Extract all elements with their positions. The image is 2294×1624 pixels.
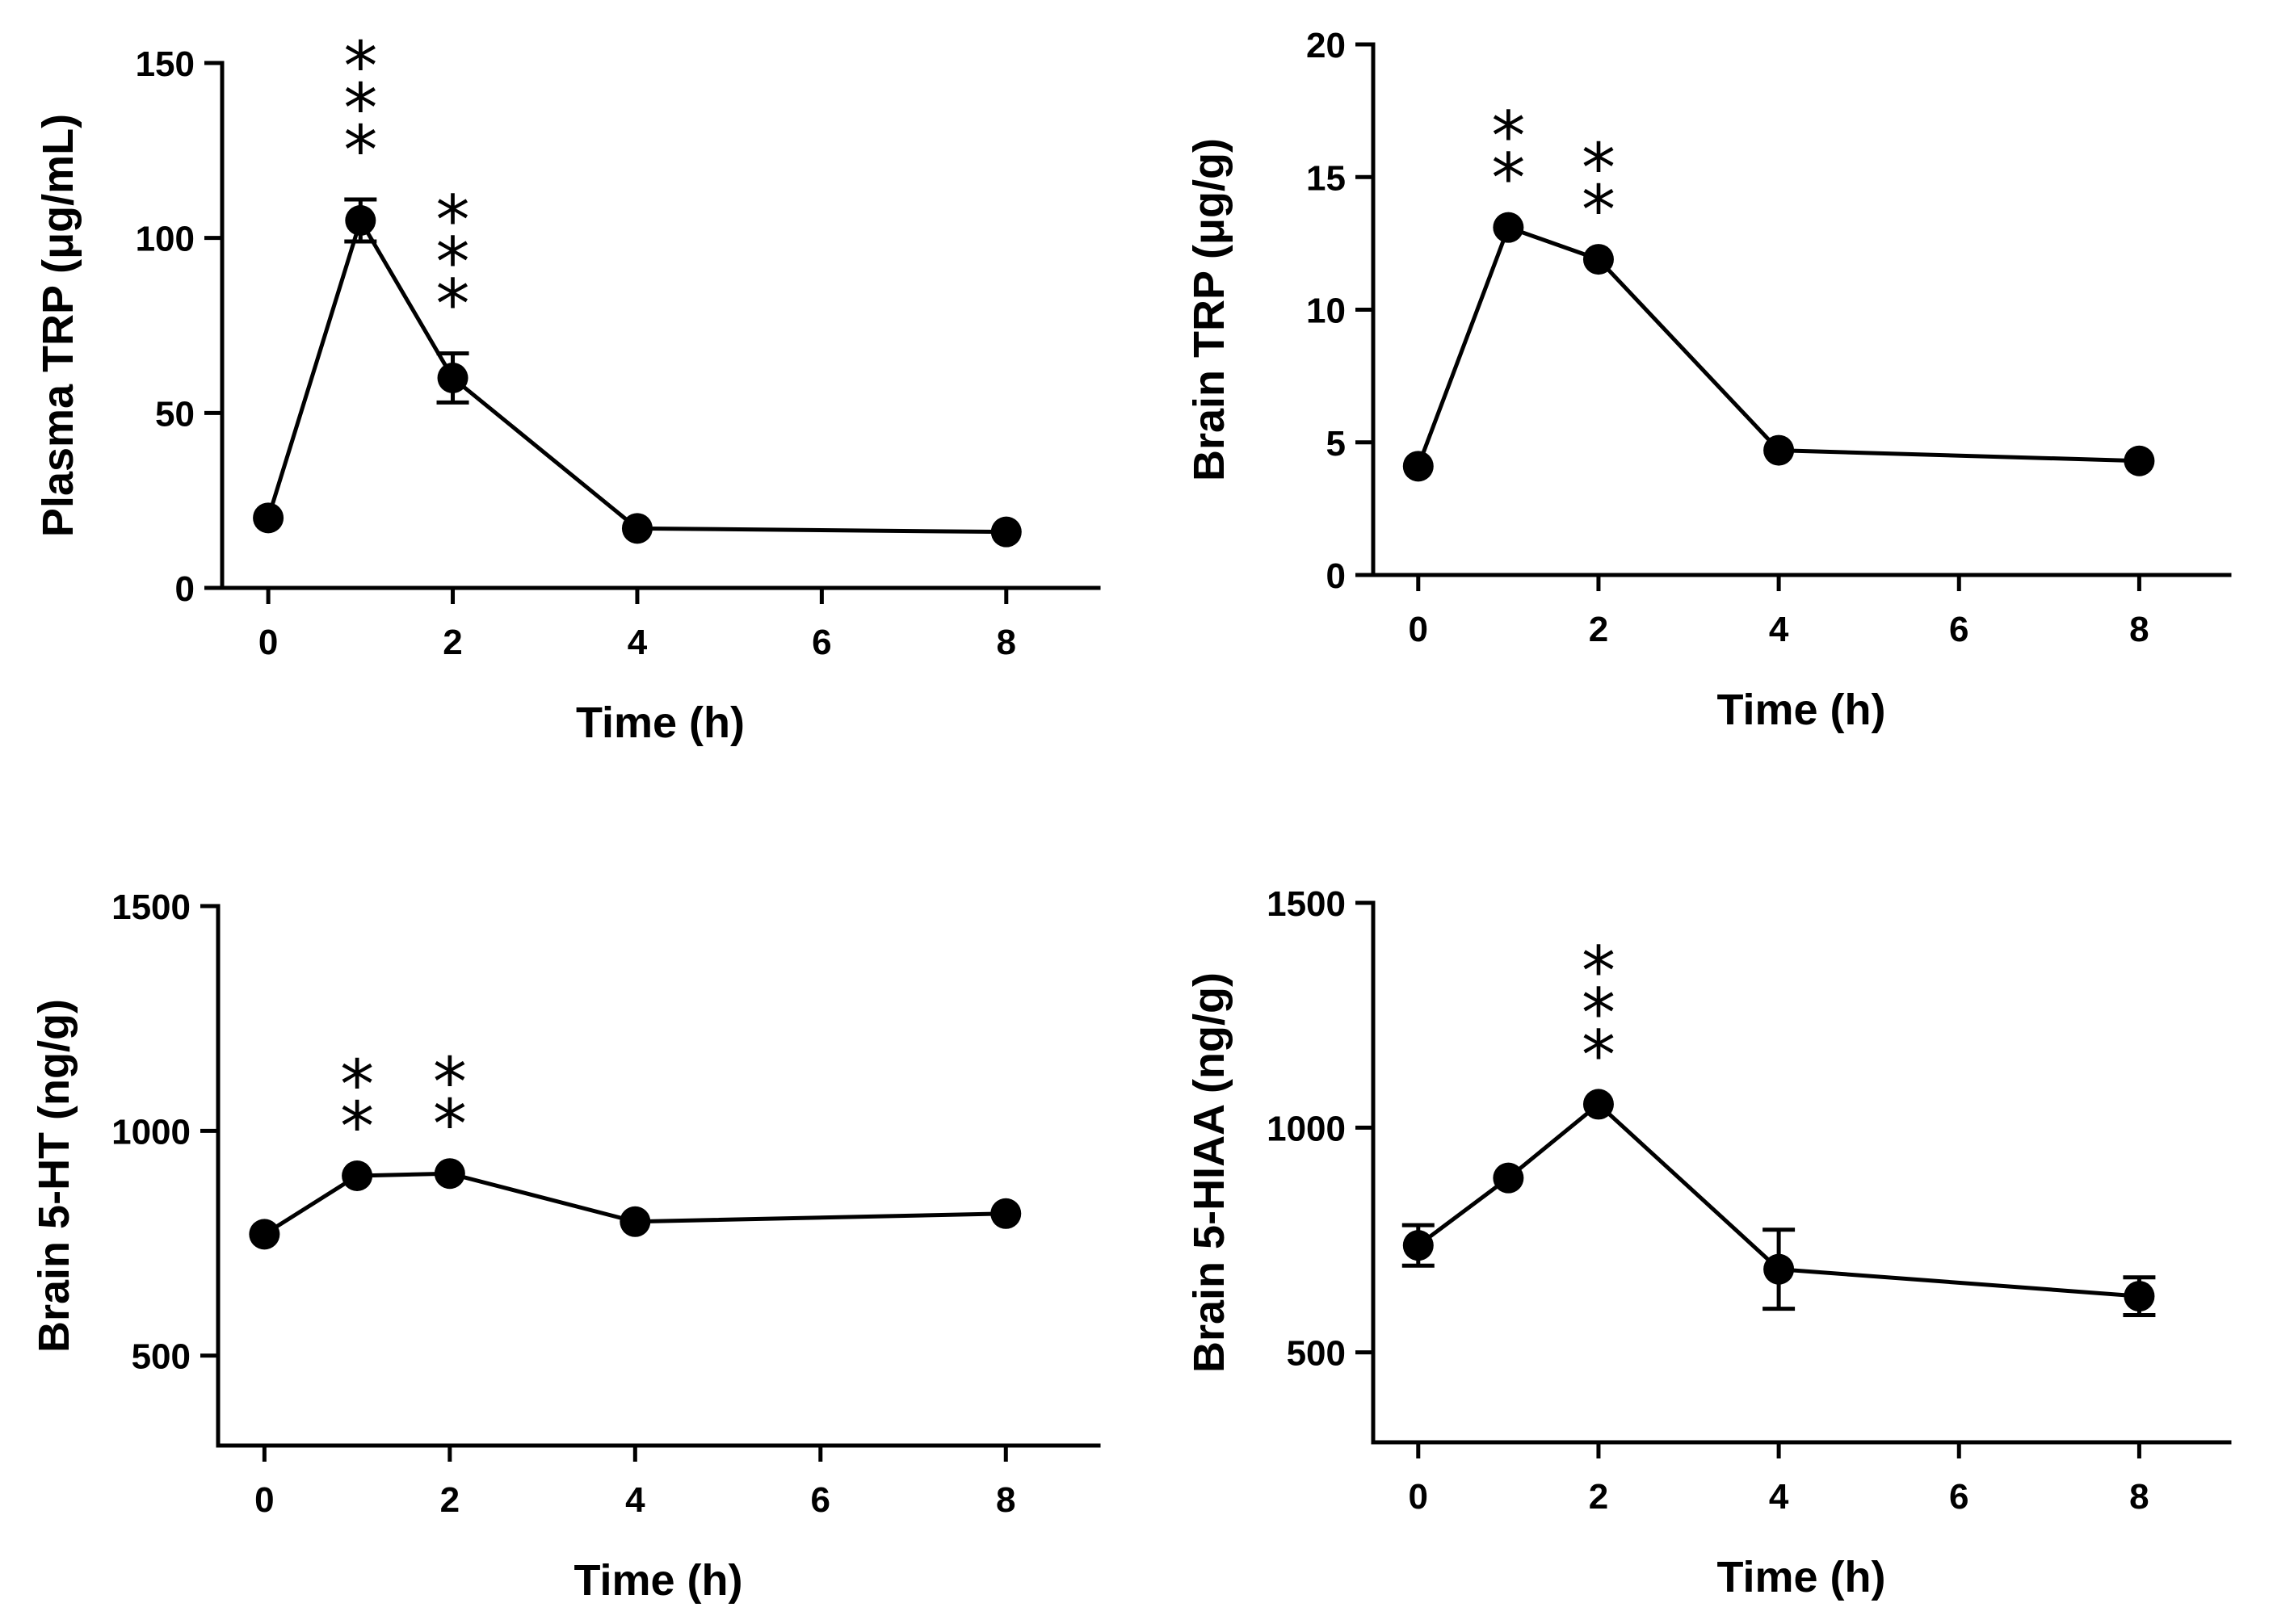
- significance-star: *: [433, 1043, 467, 1122]
- y-tick-label: 500: [132, 1337, 191, 1377]
- data-point: [434, 1158, 465, 1190]
- x-tick-label: 6: [1949, 610, 1968, 649]
- data-point: [342, 1160, 373, 1191]
- significance-marker: **: [340, 1045, 374, 1166]
- x-tick-label: 8: [997, 623, 1016, 662]
- data-point: [1763, 1253, 1795, 1285]
- x-tick-label: 6: [811, 1480, 830, 1520]
- significance-star: *: [436, 181, 470, 260]
- significance-marker: **: [1582, 128, 1615, 250]
- significance-marker: ***: [1582, 931, 1615, 1094]
- x-tick-label: 2: [1589, 1477, 1608, 1517]
- significance-marker: ***: [343, 27, 377, 190]
- data-point: [990, 516, 1022, 548]
- significance-star: *: [343, 69, 377, 148]
- data-point: [1763, 434, 1795, 466]
- x-axis-title: Time (h): [574, 1556, 742, 1605]
- significance-star: *: [1582, 973, 1615, 1052]
- x-tick-label: 2: [1589, 610, 1608, 649]
- x-axis-title: Time (h): [576, 699, 745, 747]
- data-point: [620, 1206, 651, 1237]
- series-line: [1416, 225, 2140, 468]
- data-point: [990, 1198, 1022, 1229]
- significance-marker: **: [433, 1043, 467, 1164]
- y-tick-label: 500: [1287, 1334, 1346, 1374]
- y-axis-title: Brain 5-HT (ng/g): [30, 999, 78, 1353]
- x-axis-title: Time (h): [1716, 1553, 1885, 1601]
- y-tick-label: 1000: [111, 1112, 191, 1152]
- significance-star: *: [343, 27, 377, 106]
- y-tick-label: 1000: [1267, 1109, 1346, 1148]
- x-tick-label: 8: [996, 1480, 1015, 1520]
- y-axis-title: Plasma TRP (μg/mL): [34, 114, 82, 537]
- x-tick-label: 4: [628, 623, 648, 662]
- data-point: [1582, 1089, 1614, 1120]
- x-tick-label: 4: [1769, 610, 1789, 649]
- y-tick-label: 5: [1326, 424, 1346, 464]
- y-tick-label: 100: [136, 220, 195, 259]
- significance-star: *: [1582, 128, 1615, 208]
- data-point: [1493, 212, 1524, 243]
- x-tick-label: 0: [1409, 610, 1428, 649]
- significance-star: *: [436, 223, 470, 302]
- y-tick-label: 0: [1326, 556, 1346, 596]
- data-point: [1582, 244, 1614, 275]
- x-tick-label: 4: [1769, 1477, 1789, 1517]
- y-tick-label: 50: [155, 394, 195, 434]
- significance-star: *: [436, 265, 470, 344]
- panel-plasma-trp: 0 2 4 6 8 0 50 100 150 Time (h) Plasma TRP (μg/mL)…: [34, 27, 1101, 747]
- significance-star: *: [1582, 170, 1615, 250]
- y-tick-label: 10: [1306, 292, 1346, 331]
- panel-brain-5ht: 0 2 4 6 8 500 1000 1500 Time (h) Brain 5-HT (ng/g…: [30, 888, 1101, 1605]
- x-tick-label: 8: [2129, 1477, 2149, 1517]
- data-point: [2124, 445, 2155, 476]
- y-axis-title: Brain 5-HIAA (ng/g): [1185, 972, 1233, 1373]
- data-point: [1402, 1230, 1434, 1261]
- x-tick-label: 6: [812, 623, 831, 662]
- data-point: [253, 502, 284, 534]
- data-point: [437, 363, 468, 393]
- significance-star: *: [1582, 931, 1615, 1010]
- data-point: [2124, 1281, 2155, 1312]
- significance-star: *: [433, 1085, 467, 1164]
- x-tick-label: 8: [2129, 610, 2149, 649]
- data-point: [249, 1219, 280, 1250]
- significance-star: *: [343, 111, 377, 190]
- series-line: [266, 215, 1006, 535]
- y-axis-title: Brain TRP (μg/g): [1185, 138, 1233, 481]
- x-tick-label: 0: [1409, 1477, 1428, 1517]
- y-tick-label: 15: [1306, 158, 1346, 198]
- x-tick-label: 0: [254, 1480, 274, 1520]
- x-tick-label: 6: [1949, 1477, 1968, 1517]
- x-tick-label: 0: [258, 623, 278, 662]
- data-point: [1493, 1162, 1524, 1194]
- data-point: [345, 205, 376, 236]
- y-tick-label: 1500: [1267, 884, 1346, 924]
- data-point: [621, 513, 653, 544]
- data-point: [1402, 451, 1434, 482]
- y-tick-label: 150: [136, 44, 195, 84]
- y-tick-label: 20: [1306, 26, 1346, 65]
- significance-marker: ***: [436, 181, 470, 344]
- x-tick-label: 2: [443, 623, 462, 662]
- significance-star: *: [340, 1045, 374, 1124]
- significance-star: *: [1491, 139, 1525, 218]
- x-tick-label: 4: [625, 1480, 645, 1520]
- panel-brain-5hiaa: 0 2 4 6 8 500 1000 1500 Time (h) Brain 5-HIAA (ng…: [1185, 884, 2232, 1601]
- significance-star: *: [1491, 97, 1525, 176]
- x-tick-label: 2: [440, 1480, 460, 1520]
- y-tick-label: 1500: [111, 888, 191, 927]
- significance-marker: **: [1491, 97, 1525, 218]
- y-tick-label: 0: [175, 569, 195, 609]
- significance-star: *: [1582, 1015, 1615, 1094]
- x-axis-title: Time (h): [1716, 686, 1885, 734]
- significance-star: *: [340, 1087, 374, 1166]
